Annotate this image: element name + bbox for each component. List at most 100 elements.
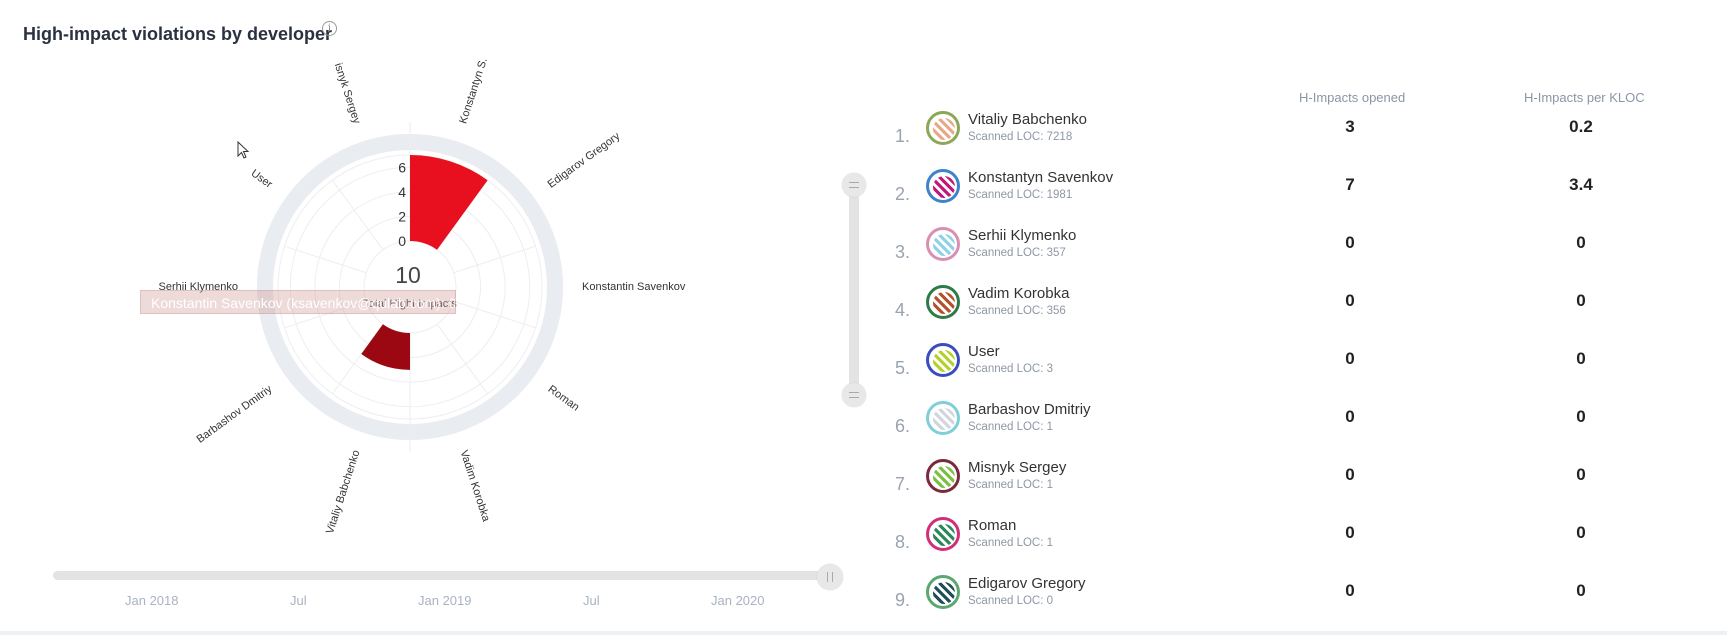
- avatar: [926, 401, 960, 435]
- chart-category-label: Edigarov Gregory: [546, 130, 623, 191]
- impacts-opened-value: 0: [1345, 291, 1355, 310]
- developer-name[interactable]: Serhii Klymenko: [968, 227, 1077, 244]
- radial-chart: 0 2 4 6 Konstantyn S. Edigarov Gregory Konstan…: [159, 56, 686, 536]
- row-rank: 2.: [895, 184, 911, 204]
- vertical-range-track[interactable]: [849, 185, 859, 395]
- chart-grid-spoke: [453, 300, 536, 329]
- chart-category-label: Vitaliy Babchenko: [324, 449, 362, 536]
- chart-grid-spoke: [332, 179, 384, 251]
- impacts-per-kloc-value: 0: [1576, 407, 1586, 426]
- developer-row[interactable]: 7. Misnyk Sergey Scanned LOC: 1 0 0: [895, 456, 1695, 508]
- row-rank: 6.: [895, 416, 911, 436]
- impacts-opened-value: 0: [1345, 233, 1355, 252]
- avatar: [926, 459, 960, 493]
- scanned-loc: Scanned LOC: 0: [968, 595, 1054, 607]
- developer-name[interactable]: Vitaliy Babchenko: [968, 111, 1087, 128]
- scanned-loc: Scanned LOC: 7218: [968, 131, 1073, 143]
- developer-row[interactable]: 4. Vadim Korobka Scanned LOC: 356 0 0: [895, 282, 1695, 334]
- scanned-loc: Scanned LOC: 356: [968, 305, 1066, 317]
- developer-name[interactable]: Konstantyn Savenkov: [968, 169, 1114, 186]
- chart-category-label: User: [249, 167, 275, 191]
- chart-radial-tick: 6: [398, 159, 406, 175]
- developer-row[interactable]: 5. User Scanned LOC: 3 0 0: [895, 340, 1695, 392]
- scanned-loc: Scanned LOC: 1: [968, 537, 1054, 549]
- scanned-loc: Scanned LOC: 3: [968, 363, 1054, 375]
- avatar: [926, 517, 960, 551]
- info-icon[interactable]: i: [322, 21, 337, 36]
- timeline-label: Jul: [290, 593, 307, 608]
- timeline-label: Jan 2020: [711, 593, 765, 608]
- mouse-cursor-icon: [237, 141, 250, 159]
- impacts-opened-value: 0: [1345, 581, 1355, 600]
- chart-grid-spoke: [284, 245, 367, 274]
- impacts-opened-value: 0: [1345, 349, 1355, 368]
- impacts-per-kloc-value: 0: [1576, 465, 1586, 484]
- row-rank: 7.: [895, 474, 911, 494]
- developer-name[interactable]: Barbashov Dmitriy: [968, 401, 1091, 418]
- chart-bar: [361, 324, 410, 370]
- chart-category-label: Barbashov Dmitriy: [195, 383, 275, 446]
- impacts-per-kloc-value: 3.4: [1569, 175, 1593, 194]
- vertical-range-bottom-handle[interactable]: [842, 383, 866, 407]
- impacts-per-kloc-value: 0.2: [1569, 117, 1593, 136]
- impacts-opened-value: 0: [1345, 407, 1355, 426]
- developer-row[interactable]: 9. Edigarov Gregory Scanned LOC: 0 0 0: [895, 572, 1695, 624]
- developer-name[interactable]: Edigarov Gregory: [968, 575, 1086, 592]
- impacts-opened-value: 0: [1345, 523, 1355, 542]
- scanned-loc: Scanned LOC: 357: [968, 247, 1066, 259]
- row-rank: 8.: [895, 532, 911, 552]
- impacts-per-kloc-value: 0: [1576, 349, 1586, 368]
- chart-center-label: Total Hight Impacts: [363, 298, 457, 310]
- scanned-loc: Scanned LOC: 1: [968, 479, 1054, 491]
- impacts-per-kloc-value: 0: [1576, 233, 1586, 252]
- chart-grid-spoke: [453, 245, 536, 274]
- scanned-loc: Scanned LOC: 1981: [968, 189, 1073, 201]
- developer-row[interactable]: 6. Barbashov Dmitriy Scanned LOC: 1 0 0: [895, 398, 1695, 450]
- avatar: [926, 285, 960, 319]
- row-rank: 5.: [895, 358, 911, 378]
- column-header-opened: H-Impacts opened: [1299, 90, 1406, 105]
- widget-title: High-impact violations by developer: [23, 24, 333, 44]
- scanned-loc: Scanned LOC: 1: [968, 421, 1054, 433]
- avatar: [926, 343, 960, 377]
- impacts-opened-value: 0: [1345, 465, 1355, 484]
- chart-grid-spoke: [284, 300, 367, 329]
- developer-row[interactable]: 8. Roman Scanned LOC: 1 0 0: [895, 514, 1695, 566]
- developer-row[interactable]: 3. Serhii Klymenko Scanned LOC: 357 0 0: [895, 224, 1695, 276]
- chart-category-label: isnyk Sergey: [332, 62, 363, 126]
- chart-category-label: Vadim Korobka: [458, 449, 493, 524]
- timeline-label: Jan 2018: [125, 593, 179, 608]
- chart-radial-tick: 4: [398, 184, 406, 200]
- impacts-per-kloc-value: 0: [1576, 291, 1586, 310]
- chart-tooltip: Konstantin Savenkov (ksavenkov@qulab.com…: [140, 290, 456, 314]
- avatar: [926, 575, 960, 609]
- developer-row[interactable]: 1. Vitaliy Babchenko Scanned LOC: 7218 3 0.2: [895, 108, 1695, 160]
- impacts-per-kloc-value: 0: [1576, 523, 1586, 542]
- row-rank: 9.: [895, 590, 911, 610]
- developer-name[interactable]: User: [968, 343, 1000, 360]
- timeline-handle[interactable]: [817, 564, 843, 590]
- vertical-range-top-handle[interactable]: [842, 173, 866, 197]
- timeline-track[interactable]: [53, 571, 830, 580]
- column-header-per-kloc: H-Impacts per KLOC: [1524, 90, 1645, 105]
- chart-center-value: 10: [395, 262, 421, 288]
- developer-row[interactable]: 2. Konstantyn Savenkov Scanned LOC: 1981 7 3…: [895, 166, 1695, 218]
- chart-category-label: Konstantin Savenkov: [582, 281, 686, 293]
- developer-name[interactable]: Vadim Korobka: [968, 285, 1070, 302]
- avatar: [926, 111, 960, 145]
- row-rank: 3.: [895, 242, 911, 262]
- developer-name[interactable]: Roman: [968, 517, 1017, 534]
- avatar: [926, 227, 960, 261]
- impacts-opened-value: 3: [1345, 117, 1355, 136]
- chart-radial-tick: 0: [398, 233, 406, 249]
- row-rank: 4.: [895, 300, 911, 320]
- developer-name[interactable]: Misnyk Sergey: [968, 459, 1067, 476]
- chart-category-label: Konstantyn S.: [457, 56, 490, 125]
- chart-category-label: Roman: [546, 383, 582, 414]
- avatar: [926, 169, 960, 203]
- impacts-per-kloc-value: 0: [1576, 581, 1586, 600]
- chart-radial-tick: 2: [398, 208, 406, 224]
- impacts-opened-value: 7: [1345, 175, 1355, 194]
- chart-category-label: Serhii Klymenko: [159, 281, 238, 293]
